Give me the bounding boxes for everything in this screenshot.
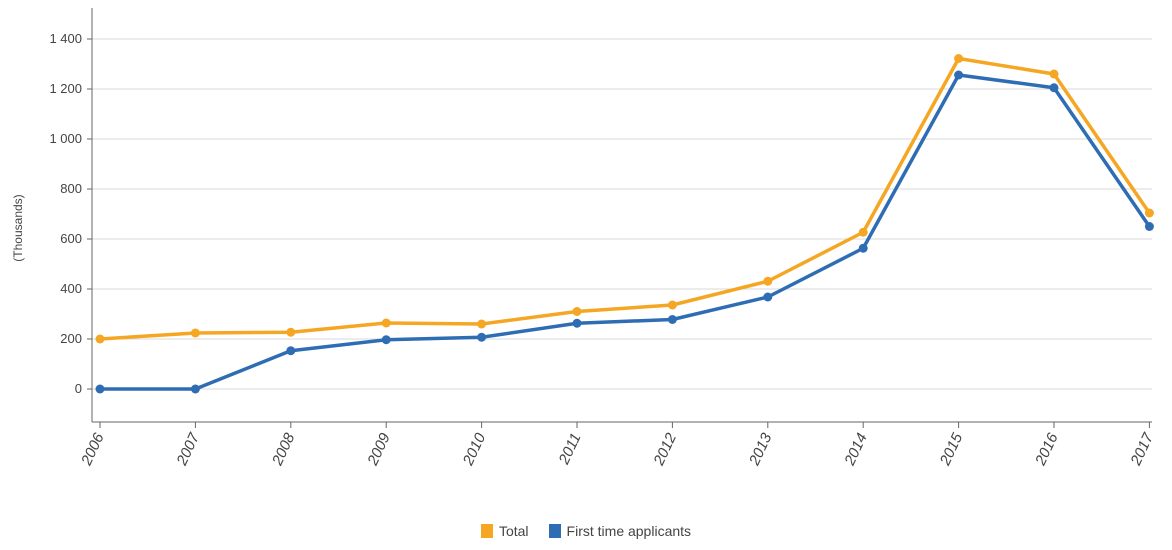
x-tick-label: 2006 [78, 430, 108, 469]
y-tick-label: 1 000 [49, 131, 82, 146]
data-point [286, 346, 296, 356]
x-tick-label: 2015 [936, 430, 966, 469]
legend-swatch-first-time-applicants [548, 524, 561, 538]
x-tick-label: 2010 [459, 430, 489, 469]
y-tick-label: 200 [60, 331, 82, 346]
series-line-1 [98, 73, 1152, 391]
y-axis-title: (Thousands) [11, 194, 25, 261]
data-point [95, 384, 105, 394]
y-tick-label: 1 200 [49, 81, 82, 96]
y-tick-label: 600 [60, 231, 82, 246]
data-point [858, 243, 868, 253]
series-line-0 [98, 56, 1152, 341]
y-tick-label: 800 [60, 181, 82, 196]
data-point [954, 54, 964, 63]
x-tick-label: 2011 [555, 431, 584, 468]
data-point [1049, 69, 1059, 79]
x-tick-label: 2016 [1032, 430, 1062, 469]
data-point [1144, 222, 1154, 231]
data-point [477, 332, 487, 342]
data-point [954, 70, 964, 80]
x-tick-label: 2008 [268, 430, 298, 469]
legend-item-total[interactable]: Total [480, 523, 529, 539]
data-point [95, 334, 105, 344]
data-point [858, 227, 868, 237]
data-point [190, 384, 200, 394]
data-point [1144, 208, 1154, 218]
x-tick-label: 2007 [173, 430, 203, 469]
data-point [763, 292, 773, 302]
data-point [477, 319, 487, 329]
legend-swatch-total [480, 524, 493, 538]
x-tick-labels: 2006 2007 2008 2009 2010 2011 2012 2013 2014 2015… [78, 430, 1158, 469]
axes [87, 8, 1152, 428]
gridlines [92, 38, 1152, 390]
legend-item-first-time-applicants[interactable]: First time applicants [548, 523, 692, 539]
data-point [763, 276, 773, 286]
y-tick-label: 1 400 [49, 31, 82, 46]
data-point [572, 318, 582, 328]
data-point [381, 318, 391, 328]
data-point [1049, 83, 1059, 93]
series-lines [95, 54, 1154, 394]
y-tick-label: 400 [60, 281, 82, 296]
data-point [381, 335, 391, 345]
y-tick-labels: 0 200 400 600 800 1 000 1 200 1 400 [49, 31, 82, 396]
x-tick-label: 2013 [745, 430, 775, 469]
legend-label-first-time-applicants: First time applicants [566, 523, 692, 539]
x-tick-label: 2012 [650, 430, 680, 469]
data-point [286, 327, 296, 337]
legend-label-total: Total [498, 523, 529, 539]
data-point [190, 328, 200, 338]
x-tick-label: 2014 [841, 431, 871, 469]
y-tick-label: 0 [75, 381, 82, 396]
data-point [572, 307, 582, 316]
data-point [667, 315, 677, 324]
x-tick-label: 2017 [1127, 430, 1157, 469]
x-tick-label: 2009 [364, 430, 394, 469]
legend: Total First time applicants [0, 523, 1172, 539]
data-point [667, 300, 677, 310]
